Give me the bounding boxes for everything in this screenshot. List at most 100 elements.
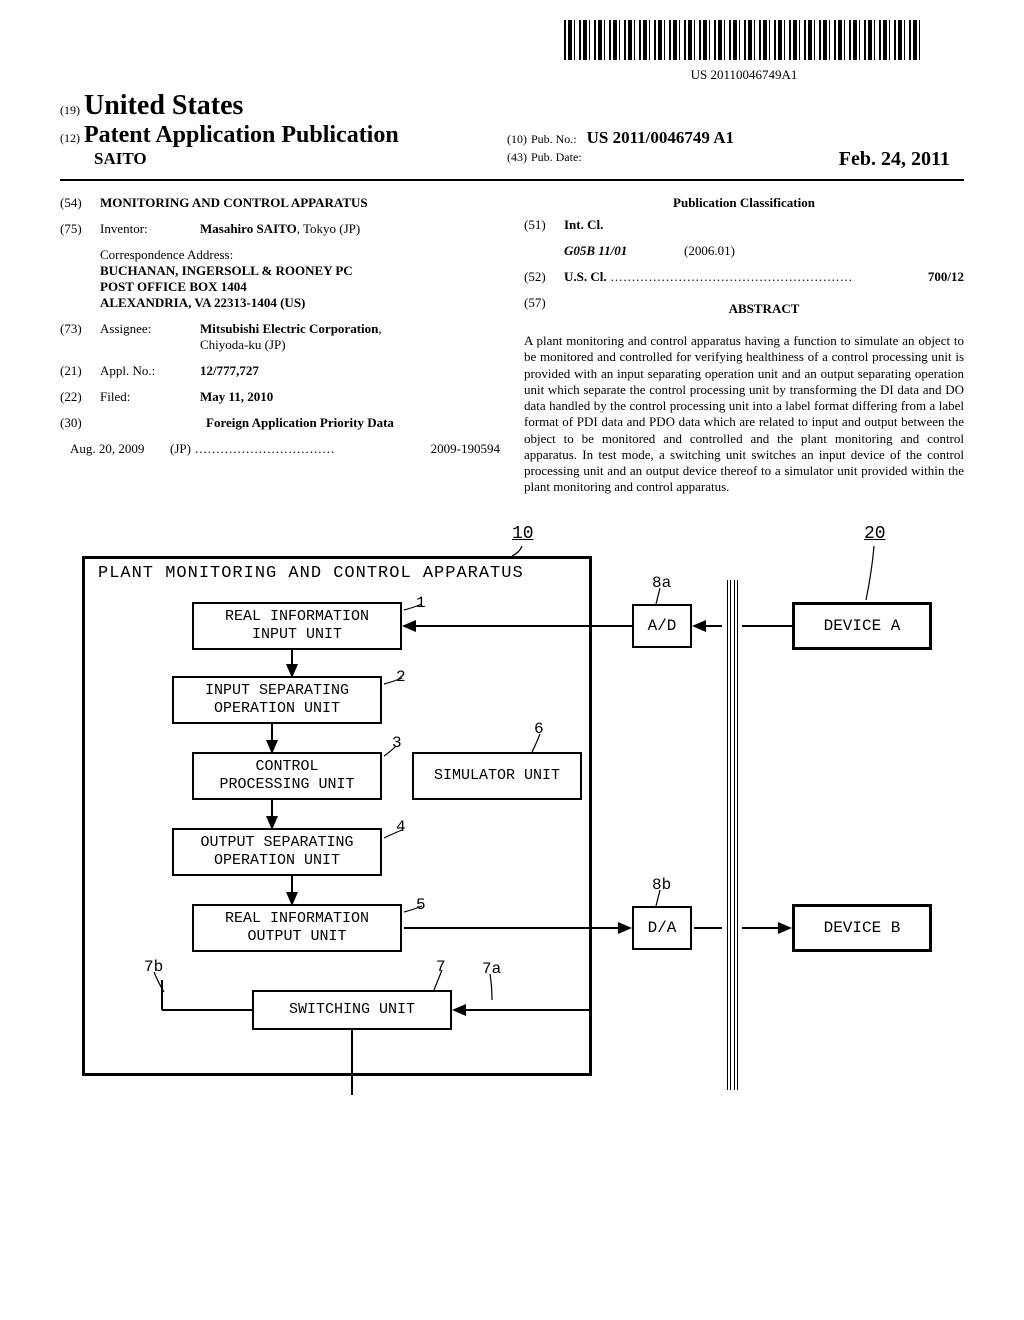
- bus-line-2: [734, 580, 738, 1090]
- f22-label: Filed:: [100, 389, 200, 405]
- ad-converter: A/D: [632, 604, 692, 648]
- ref-10: 10: [512, 524, 534, 544]
- f21-label: Appl. No.:: [100, 363, 200, 379]
- abstract-text: A plant monitoring and control apparatus…: [524, 333, 964, 496]
- intl-class: G05B 11/01: [564, 243, 684, 259]
- device-b-label: DEVICE B: [824, 919, 901, 937]
- device-a: DEVICE A: [792, 602, 932, 650]
- ad-label: A/D: [648, 617, 677, 635]
- corr-line-2: POST OFFICE BOX 1404: [100, 279, 500, 295]
- corr-label: Correspondence Address:: [100, 247, 500, 263]
- biblio-right-column: Publication Classification (51) Int. Cl.…: [524, 195, 964, 496]
- header-block: (19) United States (12) Patent Applicati…: [60, 90, 964, 171]
- header-left: (19) United States (12) Patent Applicati…: [60, 90, 503, 169]
- filed-date: May 11, 2010: [200, 389, 500, 405]
- f21-code: (21): [60, 363, 100, 379]
- f75-code: (75): [60, 221, 100, 237]
- inventor-name: Masahiro SAITO: [200, 221, 297, 236]
- unit-input-sep: INPUT SEPARATING OPERATION UNIT: [172, 676, 382, 724]
- device-b: DEVICE B: [792, 904, 932, 952]
- f22-code: (22): [60, 389, 100, 405]
- priority-cc: (JP): [170, 441, 191, 457]
- pubdate-code: (43): [507, 150, 527, 164]
- da-label: D/A: [648, 919, 677, 937]
- unit-output-sep: OUTPUT SEPARATING OPERATION UNIT: [172, 828, 382, 876]
- us-class: 700/12: [928, 269, 964, 285]
- label-3: 3: [392, 734, 402, 752]
- correspondence-address: Correspondence Address: BUCHANAN, INGERS…: [100, 247, 500, 311]
- intl-class-version: (2006.01): [684, 243, 735, 259]
- publication-number: US 2011/0046749 A1: [587, 128, 734, 147]
- label-2: 2: [396, 668, 406, 686]
- priority-number: 2009-190594: [431, 441, 500, 457]
- barcode-text: US 20110046749A1: [564, 67, 924, 83]
- label-5: 5: [416, 896, 426, 914]
- classification-heading: Publication Classification: [524, 195, 964, 211]
- pub-code: (12): [60, 131, 80, 145]
- application-number: 12/777,727: [200, 363, 500, 379]
- unit-switching-label: SWITCHING UNIT: [289, 1001, 415, 1019]
- country-code: (19): [60, 103, 80, 117]
- corr-line-1: BUCHANAN, INGERSOLL & ROONEY PC: [100, 263, 500, 279]
- unit-real-input-label: REAL INFORMATION INPUT UNIT: [225, 608, 369, 644]
- inventor-location: , Tokyo (JP): [297, 221, 361, 236]
- f51-code: (51): [524, 217, 564, 233]
- biblio-left-column: (54) MONITORING AND CONTROL APPARATUS (7…: [60, 195, 500, 496]
- f30-code: (30): [60, 415, 100, 431]
- author-surname: SAITO: [94, 149, 503, 169]
- unit-real-output: REAL INFORMATION OUTPUT UNIT: [192, 904, 402, 952]
- ref-20: 20: [864, 524, 886, 544]
- label-8b: 8b: [652, 876, 671, 894]
- unit-control: CONTROL PROCESSING UNIT: [192, 752, 382, 800]
- unit-simulator-label: SIMULATOR UNIT: [434, 767, 560, 785]
- header-right: (10) Pub. No.: US 2011/0046749 A1 (43) P…: [507, 90, 950, 171]
- unit-input-sep-label: INPUT SEPARATING OPERATION UNIT: [205, 682, 349, 718]
- unit-output-sep-label: OUTPUT SEPARATING OPERATION UNIT: [200, 834, 353, 870]
- label-7b: 7b: [144, 958, 163, 976]
- bibliographic-section: (54) MONITORING AND CONTROL APPARATUS (7…: [60, 195, 964, 496]
- f73-label: Assignee:: [100, 321, 200, 353]
- pubno-label: Pub. No.:: [531, 132, 577, 146]
- assignee-name: Mitsubishi Electric Corporation: [200, 321, 378, 336]
- corr-line-3: ALEXANDRIA, VA 22313-1404 (US): [100, 295, 500, 311]
- barcode-graphic: [564, 20, 924, 60]
- priority-dots: .................................: [191, 441, 431, 457]
- horizontal-rule: [60, 179, 964, 181]
- barcode-area: US 20110046749A1: [564, 20, 924, 83]
- bus-line: [727, 580, 731, 1090]
- f52-label: U.S. Cl.: [564, 269, 607, 285]
- unit-real-input: REAL INFORMATION INPUT UNIT: [192, 602, 402, 650]
- unit-switching: SWITCHING UNIT: [252, 990, 452, 1030]
- unit-control-label: CONTROL PROCESSING UNIT: [219, 758, 354, 794]
- country-name: United States: [84, 90, 243, 121]
- invention-title: MONITORING AND CONTROL APPARATUS: [100, 195, 368, 211]
- pubno-code: (10): [507, 132, 527, 146]
- label-6: 6: [534, 720, 544, 738]
- da-converter: D/A: [632, 906, 692, 950]
- assignee-location: Chiyoda-ku (JP): [200, 337, 286, 352]
- pubdate-label: Pub. Date:: [531, 150, 582, 164]
- label-4: 4: [396, 818, 406, 836]
- f57-code: (57): [524, 295, 564, 323]
- label-7a: 7a: [482, 960, 501, 978]
- foreign-priority-heading: Foreign Application Priority Data: [100, 415, 500, 431]
- abstract-heading: ABSTRACT: [564, 301, 964, 317]
- unit-real-output-label: REAL INFORMATION OUTPUT UNIT: [225, 910, 369, 946]
- label-7: 7: [436, 958, 446, 976]
- label-8a: 8a: [652, 574, 671, 592]
- priority-date: Aug. 20, 2009: [70, 441, 170, 457]
- f75-label: Inventor:: [100, 221, 200, 237]
- spacer: [524, 243, 564, 259]
- f73-code: (73): [60, 321, 100, 353]
- unit-simulator: SIMULATOR UNIT: [412, 752, 582, 800]
- figure-diagram: 10 20 PLANT MONITORING AND CONTROL APPAR…: [72, 520, 952, 1100]
- label-1: 1: [416, 594, 426, 612]
- uscl-dots: ........................................…: [607, 269, 928, 285]
- publication-date: Feb. 24, 2011: [839, 148, 950, 171]
- plant-apparatus-title: PLANT MONITORING AND CONTROL APPARATUS: [98, 564, 524, 583]
- f54-code: (54): [60, 195, 100, 211]
- f52-code: (52): [524, 269, 564, 285]
- device-a-label: DEVICE A: [824, 617, 901, 635]
- f51-label: Int. Cl.: [564, 217, 603, 233]
- publication-type: Patent Application Publication: [84, 122, 399, 148]
